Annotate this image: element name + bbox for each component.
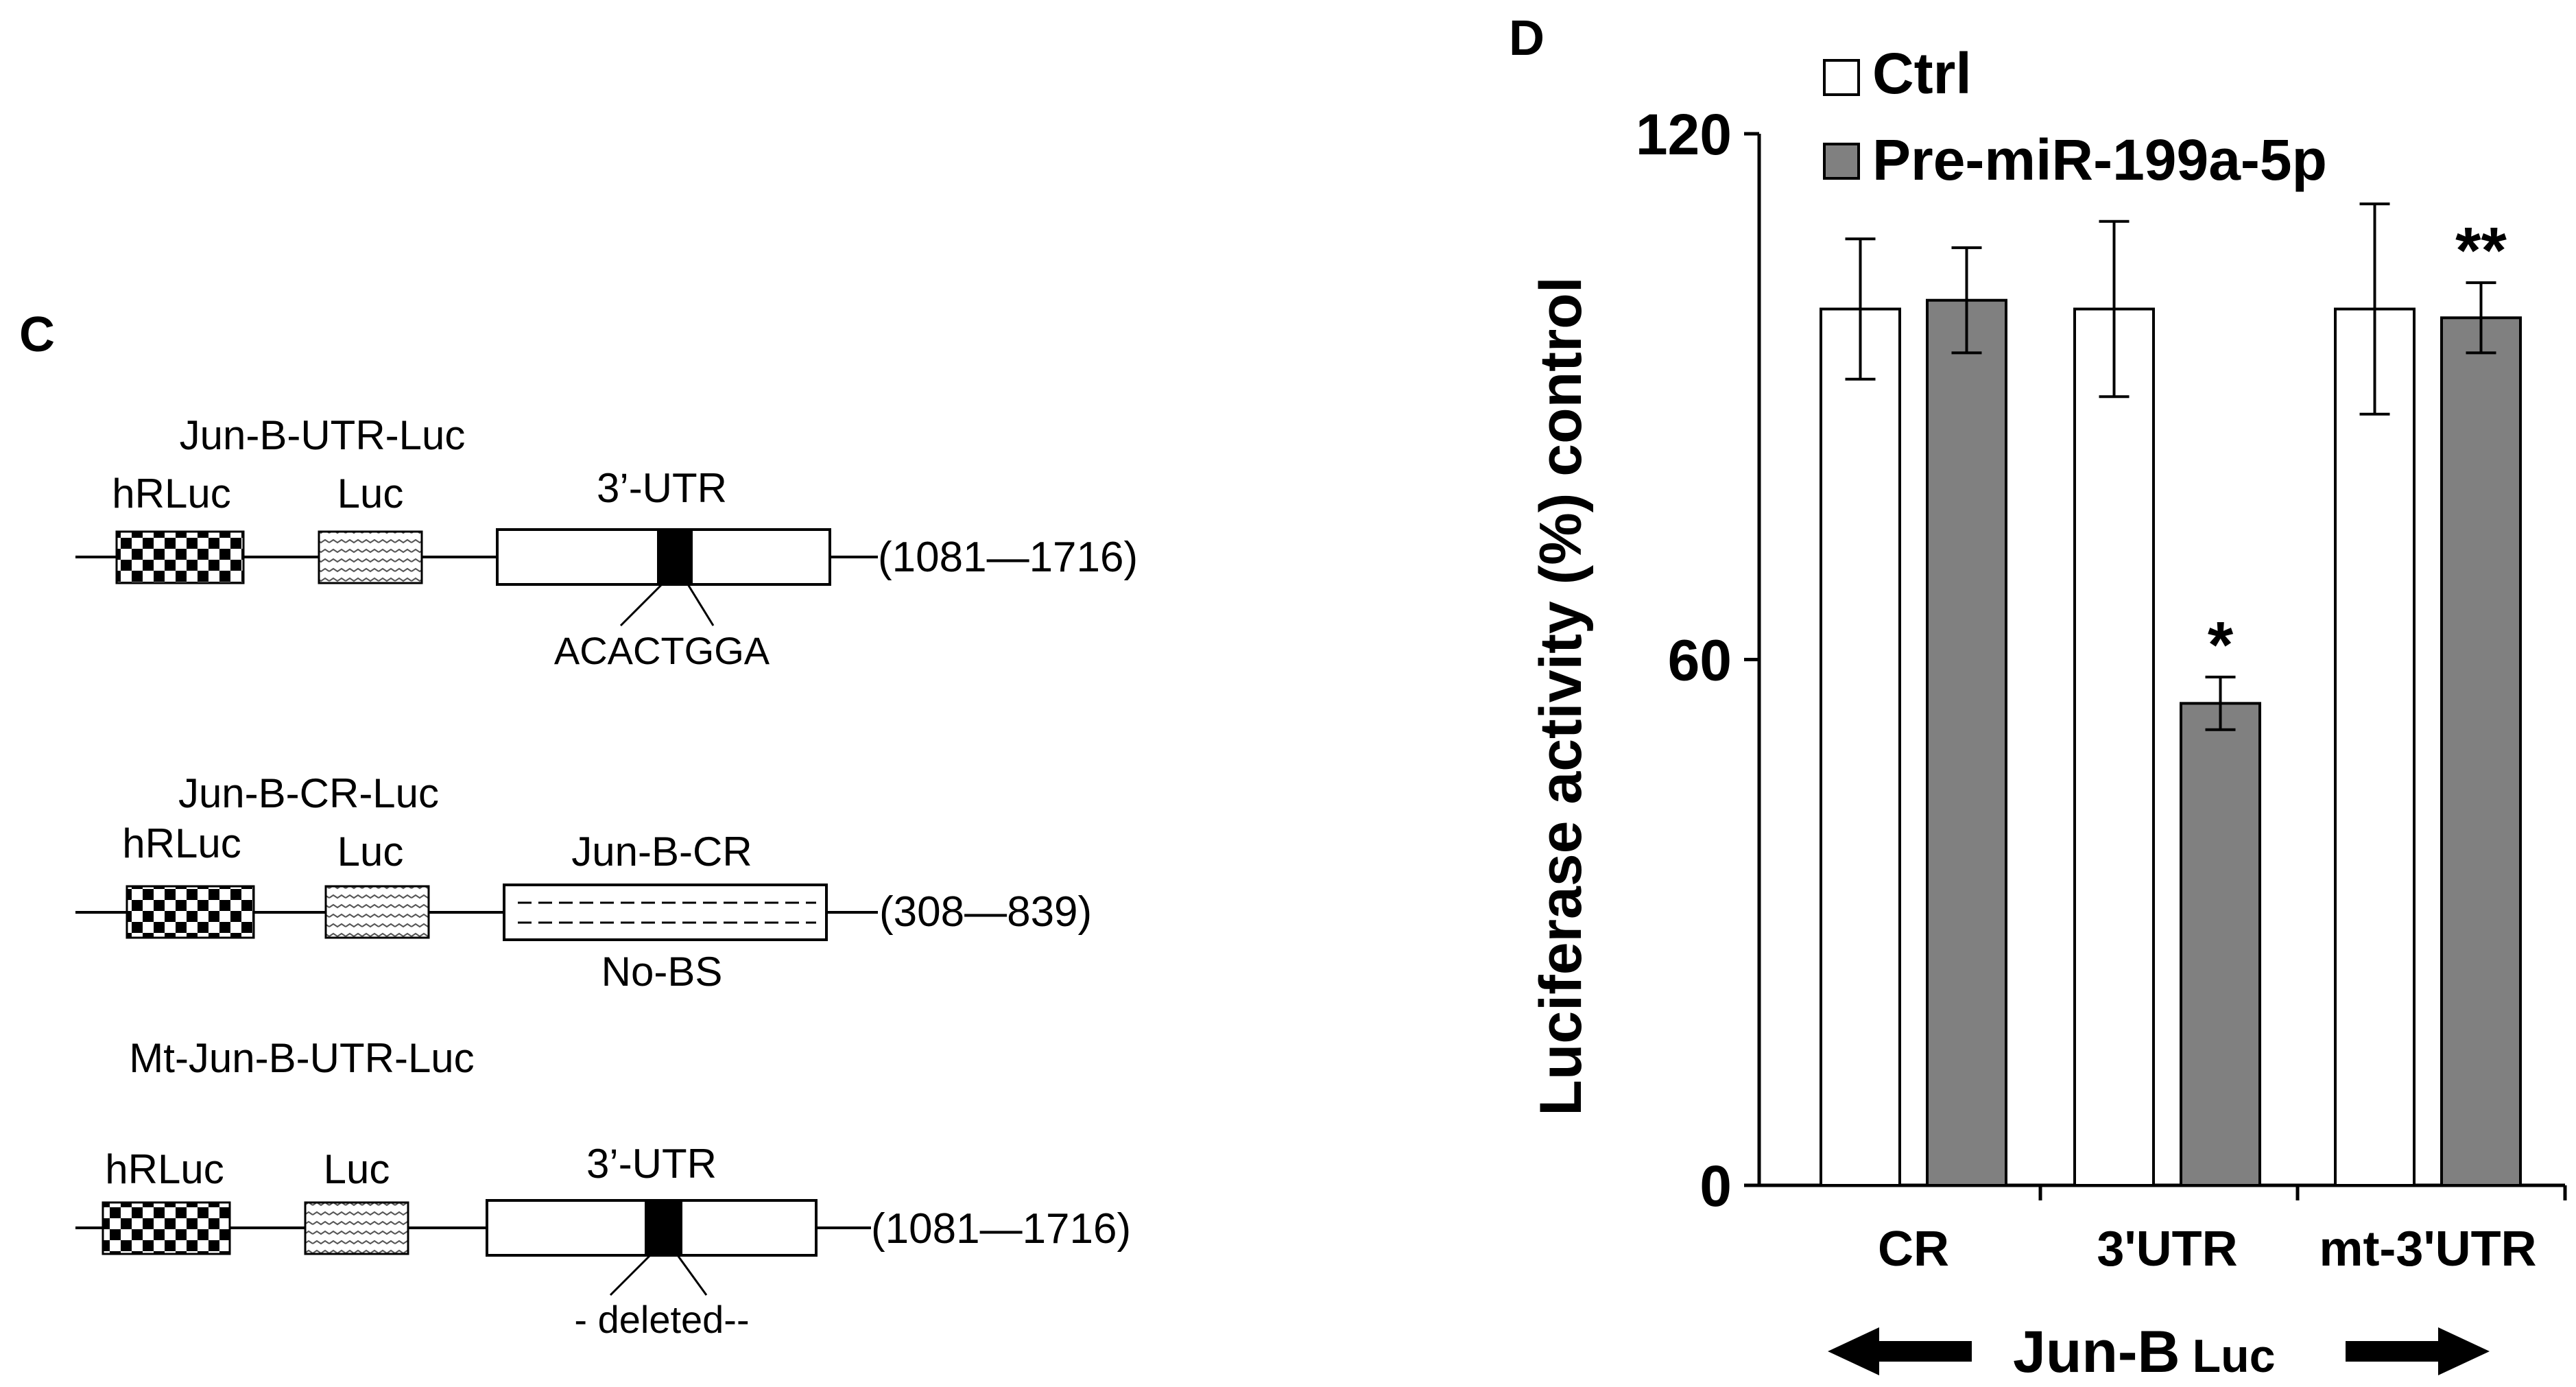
hrluc-label: hRLuc <box>112 471 230 517</box>
site-pointer-right <box>676 1255 708 1296</box>
region-label: Jun-B-CR <box>571 829 752 875</box>
y-tick-label: 0 <box>1700 1154 1732 1218</box>
x-axis-title: Jun-B Luc <box>2013 1319 2276 1385</box>
luc-box <box>318 530 423 584</box>
deleted-site-block <box>645 1200 682 1255</box>
bar-pre-mir <box>1926 298 2007 1187</box>
bar-ctrl <box>2073 307 2155 1187</box>
hrluc-label: hRLuc <box>105 1146 224 1192</box>
x-category-label: mt-3'UTR <box>2319 1222 2536 1277</box>
site-sequence: ACACTGGA <box>554 629 770 672</box>
hrluc-box <box>115 530 245 584</box>
left-arrow-icon <box>1828 1327 1972 1375</box>
significance-marker: ** <box>2455 214 2507 287</box>
construct-name: Jun-B-CR-Luc <box>178 770 439 816</box>
construct-mt-jun-b-utr-luc: Mt-Jun-B-UTR-Luc hRLuc Luc 3’-UTR - dele… <box>75 1035 1131 1341</box>
hrluc-label: hRLuc <box>122 820 241 866</box>
site-sequence: No-BS <box>601 949 723 995</box>
legend: Ctrl Pre-miR-199a-5p <box>1823 41 2327 192</box>
y-axis-title: Luciferase activity (%) control <box>1528 276 1594 1115</box>
site-sequence: - deleted-- <box>574 1298 749 1341</box>
legend-label-ctrl: Ctrl <box>1872 41 1972 106</box>
construct-jun-b-cr-luc: Jun-B-CR-Luc hRLuc Luc Jun-B-CR No-BS (3… <box>75 770 1092 995</box>
y-tick-label: 120 <box>1636 102 1732 167</box>
range-label: (308—839) <box>879 888 1092 936</box>
range-label: (1081—1716) <box>871 1205 1131 1253</box>
bar-pre-mir <box>2180 702 2261 1187</box>
luc-label: Luc <box>337 471 404 517</box>
hrluc-box <box>102 1201 231 1255</box>
legend-label-pre-mir: Pre-miR-199a-5p <box>1872 128 2327 192</box>
cr-box <box>503 884 828 941</box>
legend-swatch-ctrl <box>1823 59 1860 96</box>
y-tick-label: 60 <box>1668 628 1732 693</box>
panel-d-label: D <box>1509 11 1545 66</box>
x-axis-title-sub: Luc <box>2193 1330 2276 1382</box>
hrluc-box <box>126 885 255 939</box>
legend-swatch-pre-mir <box>1823 143 1860 180</box>
x-axis-title-main: Jun-B <box>2013 1319 2180 1385</box>
x-axis-title-group: Jun-B Luc <box>1828 1319 2490 1385</box>
right-arrow-icon <box>2346 1327 2490 1375</box>
site-pointer-left <box>619 583 663 627</box>
binding-site-block <box>657 530 693 584</box>
construct-name: Jun-B-UTR-Luc <box>180 412 466 458</box>
region-label: 3’-UTR <box>597 465 727 511</box>
region-label: 3’-UTR <box>586 1141 717 1187</box>
x-category-label: CR <box>1878 1222 1949 1277</box>
bar-ctrl <box>2334 307 2416 1187</box>
panel-c-label: C <box>19 307 55 362</box>
luc-label: Luc <box>337 829 404 875</box>
luc-box <box>324 885 430 939</box>
luc-label: Luc <box>324 1146 390 1192</box>
range-label: (1081—1716) <box>878 534 1138 581</box>
x-category-labels: CR 3'UTR mt-3'UTR <box>1878 1222 2537 1277</box>
luc-box <box>304 1201 409 1255</box>
construct-name: Mt-Jun-B-UTR-Luc <box>129 1035 474 1081</box>
x-category-label: 3'UTR <box>2097 1222 2237 1277</box>
y-ticks: 0 60 120 <box>1636 102 1759 1218</box>
site-pointer-right <box>687 584 715 626</box>
construct-jun-b-utr-luc: Jun-B-UTR-Luc hRLuc Luc 3’-UTR ACACTGGA … <box>75 412 1138 672</box>
bar-pre-mir <box>2440 316 2522 1187</box>
significance-marker: * <box>2208 608 2234 682</box>
bar-ctrl <box>1820 307 1901 1187</box>
bars: *** <box>1820 202 2567 1200</box>
site-pointer-left <box>609 1254 652 1296</box>
